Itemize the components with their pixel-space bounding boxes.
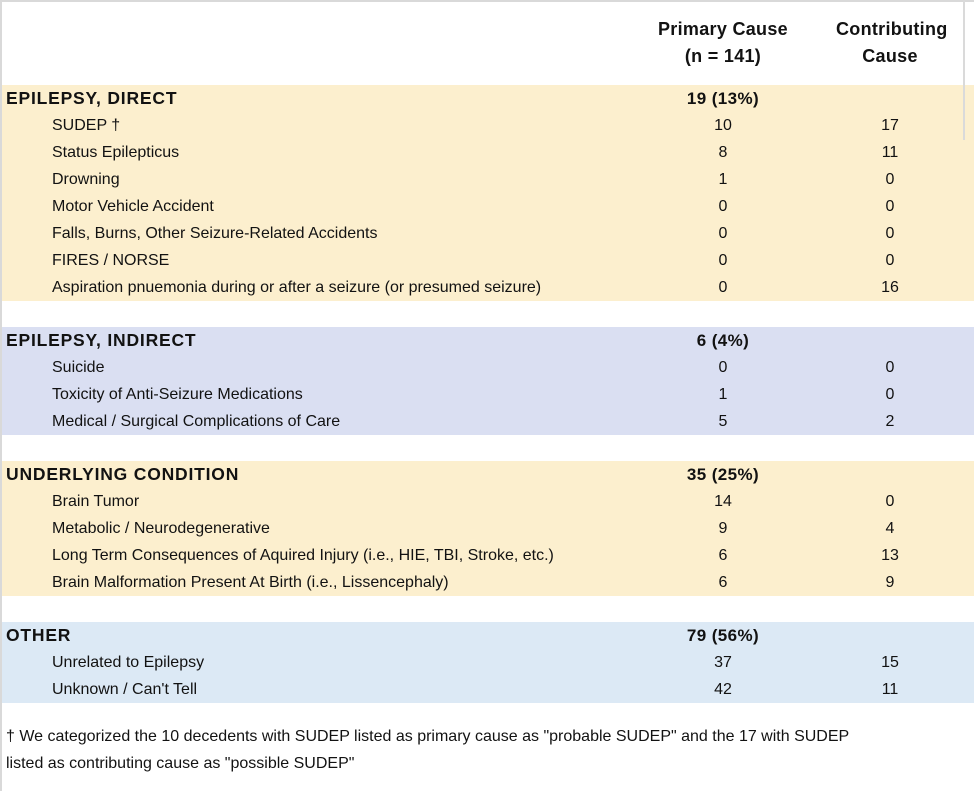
primary-count: 8 (718, 143, 728, 161)
primary-count: 1 (718, 385, 728, 403)
section-header-row: EPILEPSY, DIRECT 19 (13%) (0, 85, 974, 112)
row-label: Long Term Consequences of Aquired Injury… (52, 546, 554, 564)
primary-count: 0 (718, 224, 728, 242)
table-row: Unrelated to Epilepsy 37 15 (0, 649, 974, 676)
primary-count: 0 (718, 278, 728, 296)
row-label: Aspiration pnuemonia during or after a s… (52, 278, 542, 296)
col-header-primary-line1: Primary Cause (658, 18, 788, 39)
frame-border-top (0, 0, 974, 2)
section-title: EPILEPSY, INDIRECT (6, 330, 197, 350)
table-row: Aspiration pnuemonia during or after a s… (0, 274, 974, 301)
section-epilepsy-indirect: EPILEPSY, INDIRECT 6 (4%) Suicide 0 0 To… (0, 327, 974, 435)
contributing-count: 0 (885, 251, 895, 269)
table-row: FIRES / NORSE 0 0 (0, 247, 974, 274)
frame-border-left (0, 0, 2, 791)
section-underlying-condition: UNDERLYING CONDITION 35 (25%) Brain Tumo… (0, 461, 974, 596)
primary-count: 0 (718, 197, 728, 215)
section-title: EPILEPSY, DIRECT (6, 88, 178, 108)
contributing-count: 17 (881, 116, 899, 134)
primary-count: 0 (718, 358, 728, 376)
contributing-count: 0 (885, 385, 895, 403)
section-summary: 35 (25%) (686, 464, 760, 484)
row-label: Status Epilepticus (52, 143, 180, 161)
footnote-line1: † We categorized the 10 decedents with S… (6, 728, 850, 745)
table-row: Long Term Consequences of Aquired Injury… (0, 542, 974, 569)
col-header-contributing-line2: Cause (862, 45, 918, 66)
table-row: Drowning 1 0 (0, 166, 974, 193)
contributing-count: 16 (881, 278, 899, 296)
table-row: Brain Malformation Present At Birth (i.e… (0, 569, 974, 596)
section-title: OTHER (6, 625, 72, 645)
primary-count: 10 (714, 116, 732, 134)
contributing-count: 11 (881, 680, 899, 698)
table-row: Metabolic / Neurodegenerative 9 4 (0, 515, 974, 542)
section-summary: 19 (13%) (686, 88, 760, 108)
section-header-row: UNDERLYING CONDITION 35 (25%) (0, 461, 974, 488)
contributing-count: 0 (885, 170, 895, 188)
primary-count: 6 (718, 546, 728, 564)
row-label: SUDEP † (52, 116, 121, 134)
section-summary: 6 (4%) (696, 330, 750, 350)
row-label: Motor Vehicle Accident (52, 197, 214, 215)
primary-count: 42 (714, 680, 732, 698)
table-row: Unknown / Can't Tell 42 11 (0, 676, 974, 703)
contributing-count: 0 (885, 197, 895, 215)
table-row: Falls, Burns, Other Seizure-Related Acci… (0, 220, 974, 247)
table-header: Primary Cause (n = 141) Contributing Cau… (0, 0, 974, 85)
row-label: Brain Malformation Present At Birth (i.e… (52, 573, 449, 591)
contributing-count: 15 (881, 653, 899, 671)
contributing-count: 2 (885, 412, 895, 430)
primary-count: 5 (718, 412, 728, 430)
row-label: Unknown / Can't Tell (52, 680, 198, 698)
section-title: UNDERLYING CONDITION (6, 464, 240, 484)
row-label: Falls, Burns, Other Seizure-Related Acci… (52, 224, 378, 242)
primary-count: 14 (714, 492, 732, 510)
row-label: Toxicity of Anti-Seizure Medications (52, 385, 303, 403)
col-header-contributing-line1: Contributing (836, 18, 948, 39)
primary-count: 37 (714, 653, 732, 671)
footnote-line2: listed as contributing cause as "possibl… (6, 755, 355, 772)
footnote: † We categorized the 10 decedents with S… (6, 723, 974, 777)
row-label: Brain Tumor (52, 492, 140, 510)
table-row: SUDEP † 10 17 (0, 112, 974, 139)
table-row: Toxicity of Anti-Seizure Medications 1 0 (0, 381, 974, 408)
primary-count: 1 (718, 170, 728, 188)
primary-count: 9 (718, 519, 728, 537)
primary-count: 0 (718, 251, 728, 269)
contributing-count: 0 (885, 492, 895, 510)
table-row: Brain Tumor 14 0 (0, 488, 974, 515)
section-header-row: OTHER 79 (56%) (0, 622, 974, 649)
contributing-count: 0 (885, 224, 895, 242)
table-row: Suicide 0 0 (0, 354, 974, 381)
col-header-primary-line2: (n = 141) (684, 45, 762, 66)
section-epilepsy-direct: EPILEPSY, DIRECT 19 (13%) SUDEP † 10 17 … (0, 85, 974, 301)
contributing-count: 9 (885, 573, 895, 591)
section-other: OTHER 79 (56%) Unrelated to Epilepsy 37 … (0, 622, 974, 703)
col-header-contributing: Contributing Cause (836, 16, 948, 70)
row-label: FIRES / NORSE (52, 251, 170, 269)
table-row: Medical / Surgical Complications of Care… (0, 408, 974, 435)
contributing-count: 4 (885, 519, 895, 537)
contributing-count: 13 (881, 546, 899, 564)
contributing-count: 0 (885, 358, 895, 376)
primary-count: 6 (718, 573, 728, 591)
row-label: Suicide (52, 358, 105, 376)
col-header-primary: Primary Cause (n = 141) (610, 16, 836, 70)
table-row: Status Epilepticus 8 11 (0, 139, 974, 166)
row-label: Medical / Surgical Complications of Care (52, 412, 341, 430)
section-header-row: EPILEPSY, INDIRECT 6 (4%) (0, 327, 974, 354)
row-label: Unrelated to Epilepsy (52, 653, 205, 671)
contributing-count: 11 (881, 143, 899, 161)
row-label: Metabolic / Neurodegenerative (52, 519, 270, 537)
table-row: Motor Vehicle Accident 0 0 (0, 193, 974, 220)
frame-border-right (963, 0, 965, 140)
row-label: Drowning (52, 170, 120, 188)
section-summary: 79 (56%) (686, 625, 760, 645)
